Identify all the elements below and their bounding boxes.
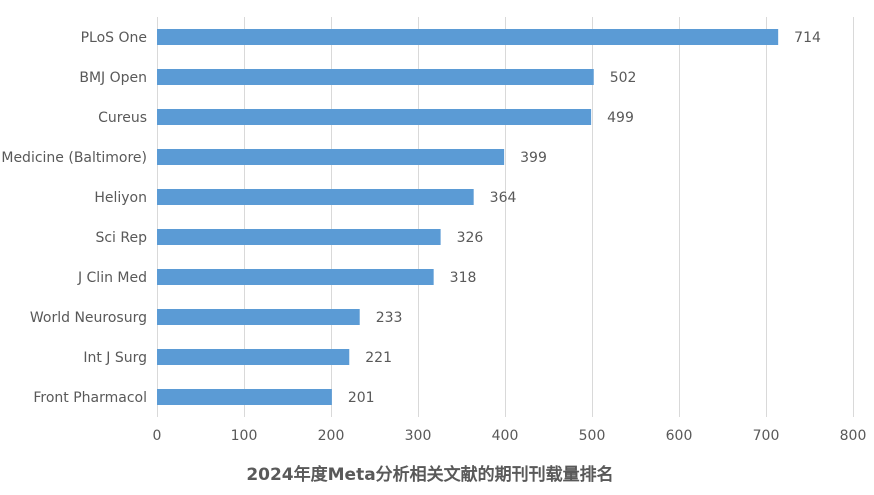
category-label: World Neurosurg	[30, 310, 147, 326]
data-label: 399	[520, 150, 547, 166]
x-tick-labels: 0 100 200 300 400 500 600 700 800	[153, 428, 867, 444]
data-label: 233	[376, 310, 403, 326]
category-label: Cureus	[98, 110, 147, 126]
x-tick-label: 700	[753, 428, 780, 444]
category-label: Heliyon	[94, 190, 147, 206]
bar	[157, 149, 505, 165]
x-tick-label: 0	[153, 428, 162, 444]
bar	[157, 349, 350, 365]
bar	[157, 389, 332, 405]
x-tick-label: 500	[579, 428, 606, 444]
x-tick-label: 100	[231, 428, 258, 444]
data-label: 201	[348, 390, 375, 406]
bar	[157, 109, 592, 125]
bar	[157, 309, 360, 325]
data-label: 714	[794, 30, 821, 46]
category-label: Medicine (Baltimore)	[1, 150, 147, 166]
data-labels: 714 502 499 399 364 326 318 233 221 201	[348, 30, 821, 406]
x-tick-label: 300	[405, 428, 432, 444]
category-label: BMJ Open	[79, 70, 147, 86]
data-label: 318	[450, 270, 477, 286]
data-label: 221	[365, 350, 392, 366]
x-tick-label: 400	[492, 428, 519, 444]
data-label: 326	[457, 230, 484, 246]
category-label: Int J Surg	[83, 350, 147, 366]
category-labels: PLoS One BMJ Open Cureus Medicine (Baltimor…	[1, 30, 147, 406]
bars	[157, 29, 779, 405]
bar	[157, 269, 434, 285]
x-tick-label: 200	[318, 428, 345, 444]
bar	[157, 189, 474, 205]
bar	[157, 69, 594, 85]
data-label: 364	[490, 190, 517, 206]
bar	[157, 229, 441, 245]
x-tick-label: 600	[666, 428, 693, 444]
chart-title: 2024年度Meta分析相关文献的期刊刊载量排名	[246, 464, 613, 485]
category-label: Front Pharmacol	[33, 390, 147, 406]
x-tick-label: 800	[840, 428, 867, 444]
data-label: 502	[610, 70, 637, 86]
category-label: J Clin Med	[77, 270, 147, 286]
category-label: Sci Rep	[95, 230, 147, 246]
bar	[157, 29, 779, 45]
category-label: PLoS One	[81, 30, 147, 46]
data-label: 499	[607, 110, 634, 126]
